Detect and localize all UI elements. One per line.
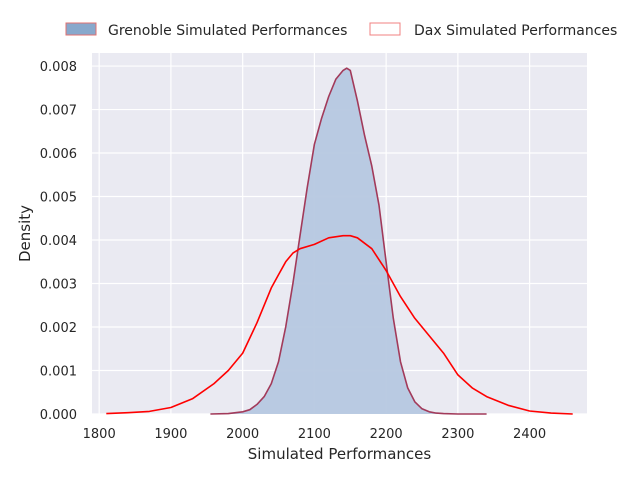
x-axis-ticks: 1800 1900 2000 2100 2200 2300 2400 [83, 427, 547, 442]
x-tick-label: 1800 [83, 427, 116, 442]
y-tick-label: 0.008 [40, 60, 77, 75]
y-tick-label: 0.005 [40, 191, 77, 206]
series-line-0 [210, 67, 487, 415]
y-tick-label: 0.007 [40, 104, 77, 119]
y-axis-title: Density [16, 205, 34, 262]
y-tick-label: 0.006 [40, 147, 77, 162]
legend-label-1: Dax Simulated Performances [414, 23, 617, 39]
series-line-1 [106, 234, 573, 415]
x-axis-title: Simulated Performances [248, 445, 432, 463]
x-tick-label: 2100 [298, 427, 331, 442]
legend: Grenoble Simulated Performances Dax Simul… [65, 22, 617, 39]
y-tick-label: 0.000 [40, 408, 77, 423]
legend-swatch-1 [369, 22, 401, 36]
x-tick-label: 2400 [513, 427, 546, 442]
y-tick-label: 0.002 [40, 321, 77, 336]
x-tick-label: 2300 [441, 427, 474, 442]
y-axis-ticks: 0.000 0.001 0.002 0.003 0.004 0.005 0.006 0.007… [40, 60, 77, 423]
series-area-0 [210, 68, 487, 414]
x-tick-label: 2000 [226, 427, 259, 442]
x-tick-label: 2200 [370, 427, 403, 442]
x-tick-label: 1900 [154, 427, 187, 442]
series-layer [106, 67, 573, 415]
y-tick-label: 0.003 [40, 278, 77, 293]
legend-swatch-0 [65, 22, 97, 36]
y-tick-label: 0.001 [40, 365, 77, 380]
y-tick-label: 0.004 [40, 234, 77, 249]
legend-label-0: Grenoble Simulated Performances [108, 23, 347, 39]
